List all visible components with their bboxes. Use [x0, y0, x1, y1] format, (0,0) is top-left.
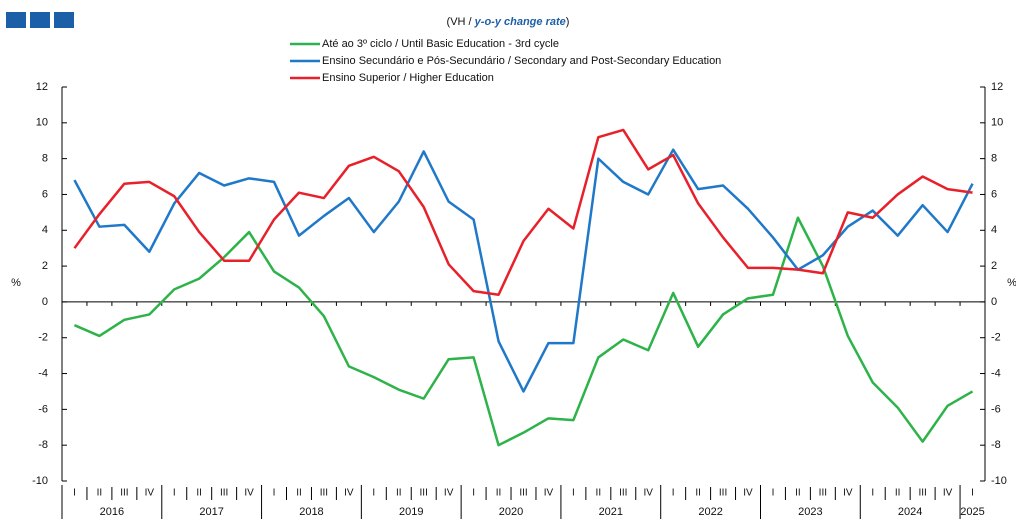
x-tick-label: II	[596, 488, 602, 499]
x-tick-label: II	[695, 488, 701, 499]
y2-tick-label: -6	[991, 403, 1001, 415]
x-tick-label: IV	[843, 488, 853, 499]
y2-tick-label: -4	[991, 367, 1001, 379]
y-tick-label: -4	[38, 367, 48, 379]
year-label: 2021	[599, 506, 623, 518]
legend-label: Até ao 3º ciclo / Until Basic Education …	[322, 38, 559, 50]
x-tick-label: III	[320, 488, 328, 499]
x-tick-label: II	[496, 488, 502, 499]
y2-tick-label: 6	[991, 188, 997, 200]
x-tick-label: III	[220, 488, 228, 499]
x-tick-label: IV	[743, 488, 753, 499]
x-tick-label: II	[196, 488, 202, 499]
y2-tick-label: -10	[991, 475, 1007, 487]
year-label: 2023	[798, 506, 822, 518]
x-tick-label: III	[519, 488, 527, 499]
x-tick-label: IV	[444, 488, 454, 499]
y-tick-label: 4	[42, 224, 48, 236]
x-tick-label: II	[895, 488, 901, 499]
subtitle-suffix: )	[566, 16, 570, 28]
y2-tick-label: -8	[991, 439, 1001, 451]
x-tick-label: I	[572, 488, 575, 499]
x-tick-label: II	[396, 488, 402, 499]
subtitle-prefix: (VH /	[447, 16, 475, 28]
subtitle: (VH / y-o-y change rate)	[447, 16, 570, 28]
y-tick-label: 6	[42, 188, 48, 200]
x-tick-label: IV	[943, 488, 953, 499]
year-label: 2020	[499, 506, 523, 518]
x-tick-label: II	[795, 488, 801, 499]
x-tick-label: IV	[544, 488, 554, 499]
x-tick-label: I	[73, 488, 76, 499]
year-label: 2018	[299, 506, 323, 518]
x-tick-label: II	[296, 488, 302, 499]
series-line	[73, 216, 974, 447]
y2-tick-label: 8	[991, 153, 997, 165]
series-line	[73, 148, 974, 393]
x-tick-label: I	[772, 488, 775, 499]
y2-tick-label: 2	[991, 260, 997, 272]
x-tick-label: III	[918, 488, 926, 499]
y-tick-label: -10	[32, 475, 48, 487]
logo-block	[54, 12, 74, 28]
x-tick-label: I	[971, 488, 974, 499]
y-tick-label: 12	[36, 81, 48, 93]
y-axis-label: %	[11, 277, 21, 289]
legend-label: Ensino Secundário e Pós-Secundário / Sec…	[322, 55, 721, 67]
x-tick-label: IV	[644, 488, 654, 499]
x-tick-label: III	[619, 488, 627, 499]
year-label: 2016	[100, 506, 124, 518]
y2-tick-label: -2	[991, 332, 1001, 344]
y-tick-label: -2	[38, 332, 48, 344]
logo-block	[30, 12, 50, 28]
y2-tick-label: 0	[991, 296, 997, 308]
x-tick-label: I	[372, 488, 375, 499]
subtitle-emphasis: y-o-y change rate	[474, 16, 566, 28]
y2-tick-label: 10	[991, 117, 1003, 129]
y2-tick-label: 12	[991, 81, 1003, 93]
x-tick-label: I	[672, 488, 675, 499]
year-label: 2017	[199, 506, 223, 518]
x-tick-label: III	[719, 488, 727, 499]
y-tick-label: -6	[38, 403, 48, 415]
x-tick-label: I	[871, 488, 874, 499]
y2-axis-label: %	[1007, 277, 1016, 289]
x-tick-label: II	[97, 488, 103, 499]
y-tick-label: 10	[36, 117, 48, 129]
year-label: 2024	[898, 506, 922, 518]
logo-block	[6, 12, 26, 28]
y-tick-label: -8	[38, 439, 48, 451]
x-tick-label: III	[819, 488, 827, 499]
x-tick-label: I	[173, 488, 176, 499]
y2-tick-label: 4	[991, 224, 997, 236]
legend-label: Ensino Superior / Higher Education	[322, 72, 494, 84]
year-label: 2022	[698, 506, 722, 518]
x-tick-label: IV	[344, 488, 354, 499]
x-tick-label: IV	[145, 488, 155, 499]
y-tick-label: 0	[42, 296, 48, 308]
year-label: 2019	[399, 506, 423, 518]
year-label: 2025	[960, 506, 984, 518]
y-tick-label: 2	[42, 260, 48, 272]
x-tick-label: I	[472, 488, 475, 499]
x-tick-label: I	[273, 488, 276, 499]
x-tick-label: III	[120, 488, 128, 499]
x-tick-label: III	[420, 488, 428, 499]
x-tick-label: IV	[244, 488, 254, 499]
series-line	[73, 128, 973, 296]
y-tick-label: 8	[42, 153, 48, 165]
